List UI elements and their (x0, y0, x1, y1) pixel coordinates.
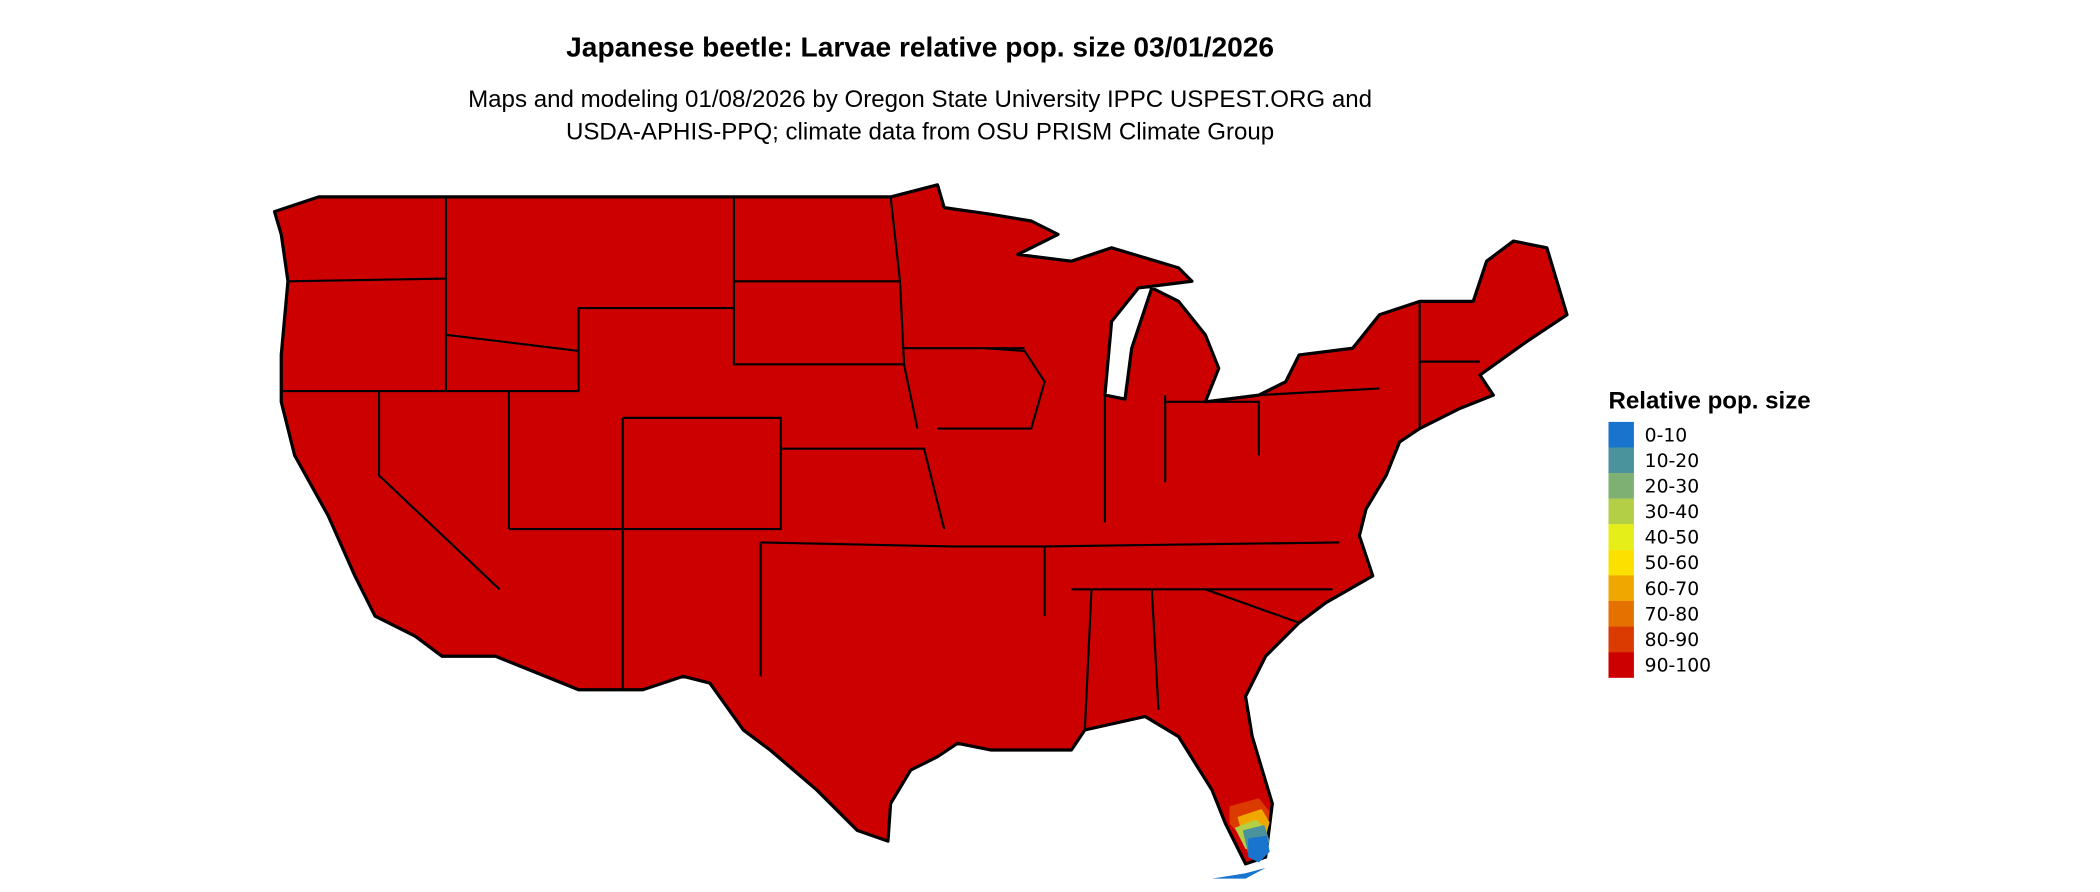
legend-label: 60-70 (1645, 579, 1699, 600)
legend-label: 40-50 (1645, 528, 1699, 549)
legend-label: 20-30 (1645, 476, 1699, 497)
legend-label: 80-90 (1645, 630, 1699, 651)
legend-swatch (1608, 447, 1634, 474)
florida-low-values (1212, 798, 1270, 879)
us-map (272, 183, 1569, 879)
legend-label: 10-20 (1645, 451, 1699, 472)
map-subtitle-line1: Maps and modeling 01/08/2026 by Oregon S… (468, 86, 1372, 113)
legend-label: 70-80 (1645, 604, 1699, 625)
legend: Relative pop. size 0-10 10-20 20-30 30-40 40… (1608, 388, 1811, 678)
legend-label: 0-10 (1645, 425, 1688, 446)
legend-swatch (1608, 600, 1634, 627)
map-title: Japanese beetle: Larvae relative pop. si… (566, 31, 1274, 62)
legend-swatch (1608, 652, 1634, 678)
legend-swatch (1608, 626, 1634, 653)
us-land-area (272, 183, 1569, 866)
legend-swatch (1608, 421, 1634, 448)
legend-label: 30-40 (1645, 502, 1699, 523)
legend-swatch (1608, 549, 1634, 576)
legend-label: 50-60 (1645, 553, 1699, 574)
legend-label: 90-100 (1645, 656, 1711, 677)
legend-swatch (1608, 524, 1634, 550)
legend-swatch (1608, 498, 1634, 525)
map-subtitle-line2: USDA-APHIS-PPQ; climate data from OSU PR… (566, 118, 1274, 145)
legend-swatch (1608, 473, 1634, 499)
legend-swatch (1608, 575, 1634, 602)
legend-title: Relative pop. size (1608, 388, 1810, 415)
state-borders (281, 196, 1480, 730)
